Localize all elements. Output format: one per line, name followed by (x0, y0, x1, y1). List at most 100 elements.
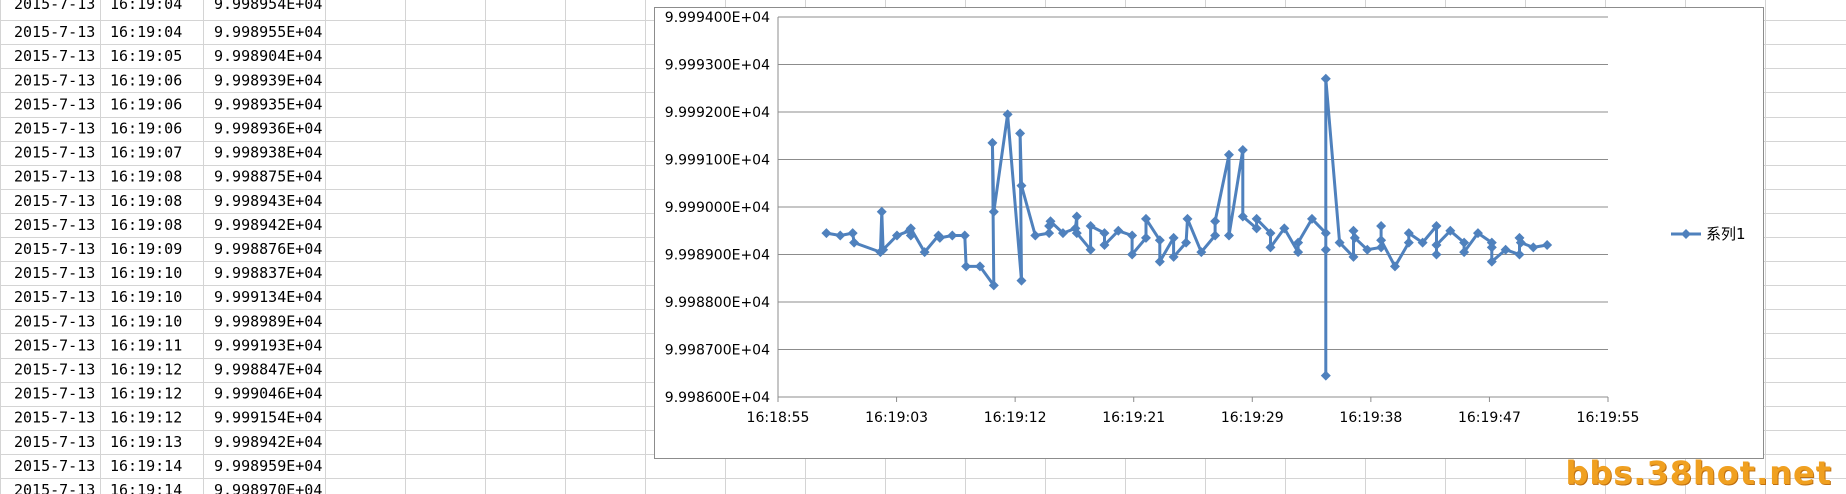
value-cell[interactable]: 9.999046E+04 (214, 385, 322, 403)
data-point-marker (1514, 249, 1525, 260)
date-cell[interactable]: 2015-7-13 (14, 361, 95, 379)
value-cell[interactable]: 9.998942E+04 (214, 216, 322, 234)
data-point-marker (1085, 244, 1096, 255)
time-cell[interactable]: 16:19:10 (110, 312, 182, 330)
date-cell[interactable]: 2015-7-13 (14, 240, 95, 258)
date-cell[interactable]: 2015-7-13 (14, 481, 95, 494)
time-cell[interactable]: 16:19:08 (110, 216, 182, 234)
data-point-marker (1293, 237, 1304, 248)
legend-marker (1681, 229, 1691, 239)
value-cell[interactable]: 9.998955E+04 (214, 23, 322, 41)
data-point-marker (1320, 73, 1331, 84)
time-cell[interactable]: 16:19:11 (110, 336, 182, 354)
value-cell[interactable]: 9.998943E+04 (214, 192, 322, 210)
value-cell[interactable]: 9.999154E+04 (214, 409, 322, 427)
date-cell[interactable]: 2015-7-13 (14, 168, 95, 186)
data-point-marker (1182, 213, 1193, 224)
data-point-marker (1459, 237, 1470, 248)
data-point-marker (974, 261, 985, 272)
date-cell[interactable]: 2015-7-13 (14, 288, 95, 306)
time-cell[interactable]: 16:19:06 (110, 95, 182, 113)
value-cell[interactable]: 9.999134E+04 (214, 288, 322, 306)
date-cell[interactable]: 2015-7-13 (14, 120, 95, 138)
data-point-marker (1223, 230, 1234, 241)
date-cell[interactable]: 2015-7-13 (14, 457, 95, 475)
time-cell[interactable]: 16:19:12 (110, 409, 182, 427)
time-cell[interactable]: 16:19:06 (110, 71, 182, 89)
date-cell[interactable]: 2015-7-13 (14, 47, 95, 65)
data-point-marker (1515, 237, 1526, 248)
data-point-marker (878, 244, 889, 255)
chart-area[interactable]: 9.998600E+04 9.998700E+04 9.998800E+04 9.99… (654, 7, 1764, 459)
date-cell[interactable]: 2015-7-13 (14, 264, 95, 282)
value-cell[interactable]: 9.998970E+04 (214, 481, 322, 494)
data-point-marker (1279, 223, 1290, 234)
date-cell[interactable]: 2015-7-13 (14, 216, 95, 234)
data-point-marker (1376, 235, 1387, 246)
y-tick-label: 9.998800E+04 (665, 295, 770, 311)
data-point-marker (1168, 251, 1179, 262)
time-cell[interactable]: 16:19:13 (110, 433, 182, 451)
data-point-marker (1196, 247, 1207, 258)
data-point-marker (1293, 247, 1304, 258)
spreadsheet-cells: 2015-7-13 16:19:04 9.998954E+04 2015-7-13 16… (14, 0, 322, 494)
date-cell[interactable]: 2015-7-13 (14, 144, 95, 162)
time-cell[interactable]: 16:19:10 (110, 264, 182, 282)
watermark: bbs.38hot.net (1565, 454, 1832, 492)
data-point-marker (1127, 230, 1138, 241)
date-cell[interactable]: 2015-7-13 (14, 433, 95, 451)
time-cell[interactable]: 16:19:08 (110, 168, 182, 186)
data-point-marker (1099, 240, 1110, 250)
data-point-marker (1140, 232, 1151, 243)
value-cell[interactable]: 9.998904E+04 (214, 47, 322, 65)
time-cell[interactable]: 16:19:09 (110, 240, 182, 258)
value-cell[interactable]: 9.998936E+04 (214, 120, 322, 138)
value-cell[interactable]: 9.998875E+04 (214, 168, 322, 186)
time-cell[interactable]: 16:19:05 (110, 47, 182, 65)
value-cell[interactable]: 9.998837E+04 (214, 264, 322, 282)
value-cell[interactable]: 9.998935E+04 (214, 95, 322, 113)
date-cell[interactable]: 2015-7-13 (14, 23, 95, 41)
value-cell[interactable]: 9.998847E+04 (214, 361, 322, 379)
time-cell[interactable]: 16:19:04 (110, 0, 182, 13)
data-point-marker (1486, 242, 1497, 253)
data-point-marker (1376, 242, 1387, 253)
time-cell[interactable]: 16:19:14 (110, 457, 182, 475)
date-cell[interactable]: 2015-7-13 (14, 95, 95, 113)
value-cell[interactable]: 9.998959E+04 (214, 457, 322, 475)
value-cell[interactable]: 9.998954E+04 (214, 0, 322, 13)
data-point-marker (1320, 370, 1331, 381)
time-cell[interactable]: 16:19:12 (110, 361, 182, 379)
data-point-marker (988, 206, 999, 217)
value-cell[interactable]: 9.998938E+04 (214, 144, 322, 162)
value-cell[interactable]: 9.998876E+04 (214, 240, 322, 258)
time-cell[interactable]: 16:19:04 (110, 23, 182, 41)
data-point-marker (1320, 228, 1331, 239)
y-tick-label: 9.998900E+04 (665, 248, 770, 264)
data-point-marker (1237, 145, 1248, 155)
date-cell[interactable]: 2015-7-13 (14, 336, 95, 354)
x-tick-label: 16:19:38 (1339, 410, 1402, 426)
time-cell[interactable]: 16:19:10 (110, 288, 182, 306)
data-point-marker (1057, 228, 1068, 239)
date-cell[interactable]: 2015-7-13 (14, 192, 95, 210)
data-point-marker (1486, 256, 1497, 267)
value-cell[interactable]: 9.999193E+04 (214, 336, 322, 354)
time-cell[interactable]: 16:19:14 (110, 481, 182, 494)
date-cell[interactable]: 2015-7-13 (14, 312, 95, 330)
time-cell[interactable]: 16:19:12 (110, 385, 182, 403)
value-cell[interactable]: 9.998942E+04 (214, 433, 322, 451)
time-cell[interactable]: 16:19:07 (110, 144, 182, 162)
time-cell[interactable]: 16:19:08 (110, 192, 182, 210)
date-cell[interactable]: 2015-7-13 (14, 0, 95, 13)
time-cell[interactable]: 16:19:06 (110, 120, 182, 138)
date-cell[interactable]: 2015-7-13 (14, 385, 95, 403)
date-cell[interactable]: 2015-7-13 (14, 409, 95, 427)
data-point-marker (1071, 228, 1082, 239)
value-cell[interactable]: 9.998989E+04 (214, 312, 322, 330)
date-cell[interactable]: 2015-7-13 (14, 71, 95, 89)
data-point-marker (1140, 213, 1151, 224)
data-point-marker (1459, 247, 1470, 258)
data-point-marker (1403, 237, 1414, 248)
value-cell[interactable]: 9.998939E+04 (214, 71, 322, 89)
